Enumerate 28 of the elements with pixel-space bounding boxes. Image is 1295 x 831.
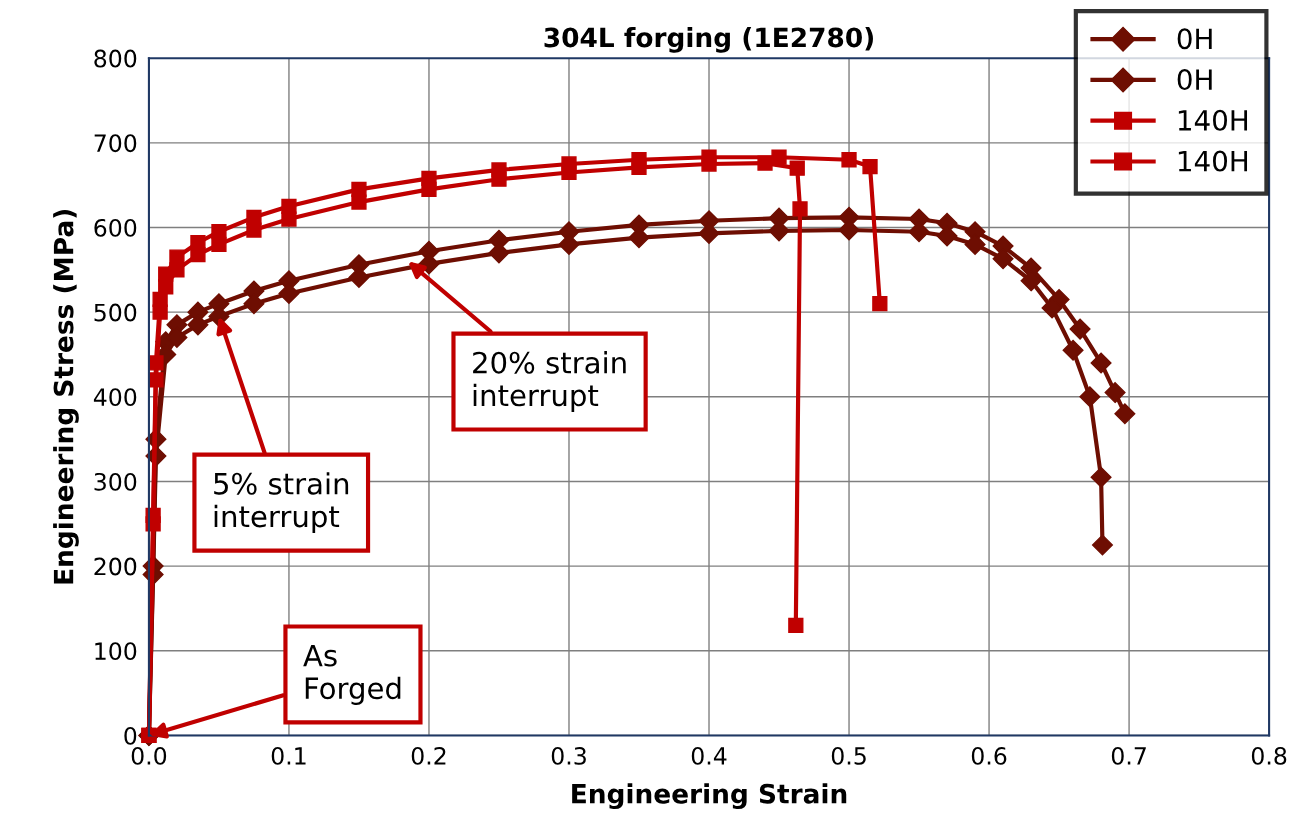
annotation: 5% strain interrupt (214, 472, 349, 534)
x-tick-label: 0.1 (271, 746, 306, 765)
x-axis-title: Engineering Strain (572, 783, 847, 810)
legend-label: 140H (1178, 150, 1248, 172)
x-tick-label: 0.3 (551, 746, 586, 765)
x-tick-label: 0.4 (691, 746, 727, 765)
x-tick-label: 0.5 (831, 746, 866, 765)
y-tick-label: 700 (94, 134, 137, 153)
y-tick-label: 0 (124, 726, 137, 745)
x-tick-label: 0.7 (1111, 746, 1146, 765)
x-tick-label: 0.2 (411, 746, 446, 765)
annotation: As Forged (303, 644, 401, 705)
x-tick-label: 0.0 (131, 746, 167, 765)
y-tick-label: 200 (94, 557, 137, 576)
y-axis-title: Engineering Stress (MPa) (53, 209, 79, 584)
y-tick-label: 100 (95, 642, 137, 661)
x-tick-label: 0.6 (971, 746, 1007, 765)
legend-label: 0H (1177, 28, 1212, 50)
chart-title: 304L forging (1E2780) (544, 27, 873, 53)
y-tick-label: 800 (94, 49, 137, 68)
legend-label: 0H (1177, 69, 1212, 91)
x-tick-label: 0.8 (1251, 746, 1287, 765)
y-tick-label: 400 (93, 388, 137, 407)
annotation: 20% strain interrupt (473, 351, 626, 413)
y-tick-label: 500 (94, 303, 137, 322)
legend-label: 140H (1178, 109, 1248, 131)
y-tick-label: 600 (94, 218, 137, 237)
y-tick-label: 300 (94, 472, 137, 491)
